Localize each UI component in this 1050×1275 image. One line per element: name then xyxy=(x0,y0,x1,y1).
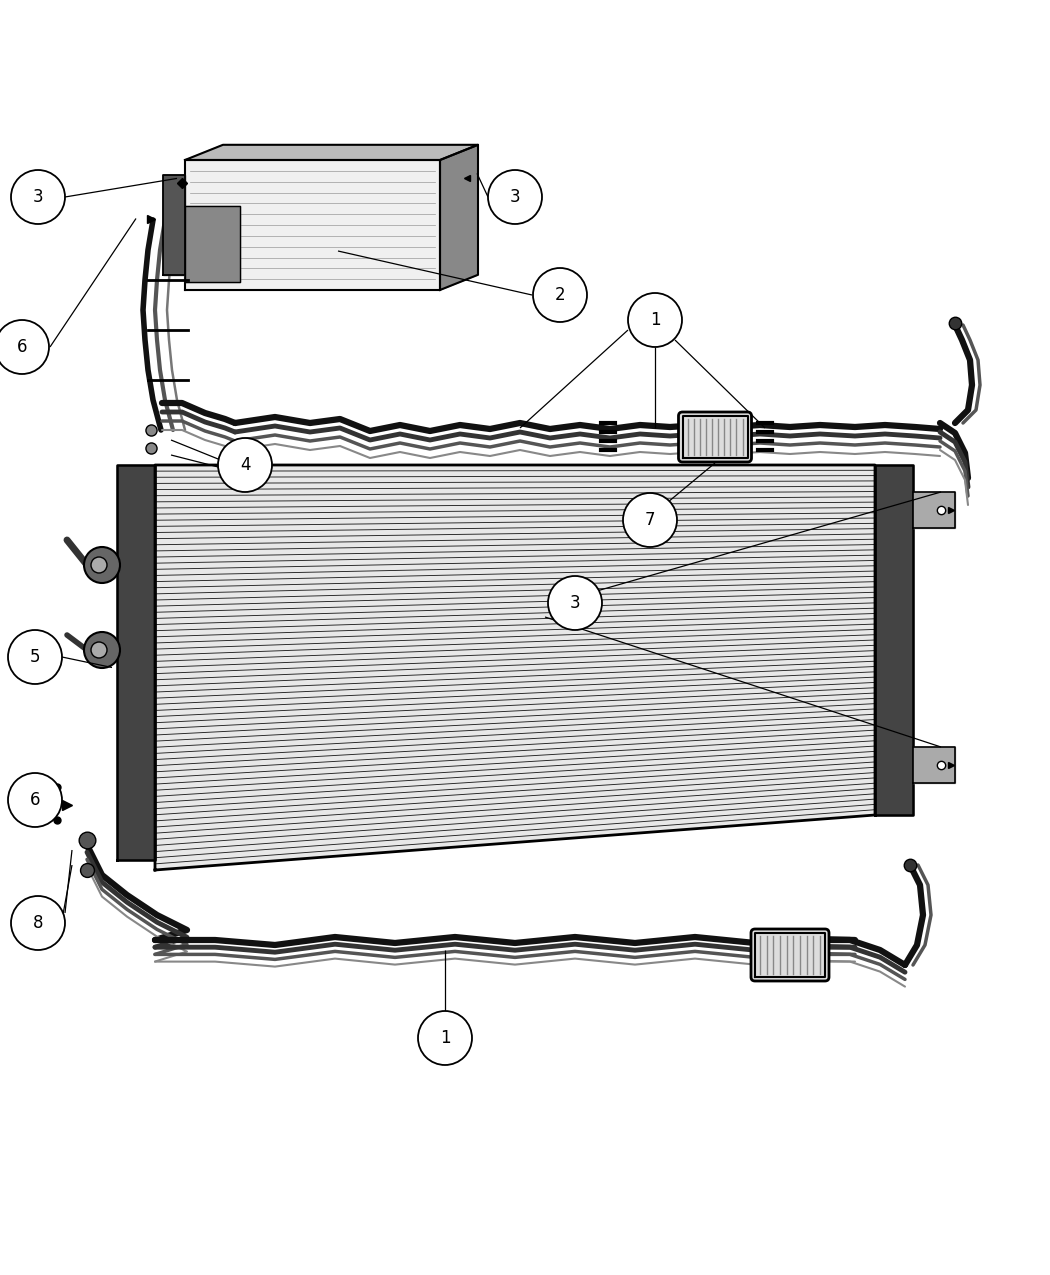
Circle shape xyxy=(0,320,49,374)
Circle shape xyxy=(91,557,107,572)
Circle shape xyxy=(84,632,120,668)
Circle shape xyxy=(10,896,65,950)
Circle shape xyxy=(91,643,107,658)
Text: 7: 7 xyxy=(645,511,655,529)
Circle shape xyxy=(548,576,602,630)
Text: 3: 3 xyxy=(509,187,521,207)
Polygon shape xyxy=(875,465,914,815)
Text: 8: 8 xyxy=(33,914,43,932)
Circle shape xyxy=(623,493,677,547)
Circle shape xyxy=(8,773,62,827)
Circle shape xyxy=(418,1011,472,1065)
Text: 3: 3 xyxy=(570,594,581,612)
Text: 4: 4 xyxy=(239,456,250,474)
Text: 6: 6 xyxy=(17,338,27,356)
Text: 3: 3 xyxy=(33,187,43,207)
Circle shape xyxy=(488,170,542,224)
Polygon shape xyxy=(914,492,956,528)
FancyBboxPatch shape xyxy=(678,412,752,462)
Circle shape xyxy=(10,170,65,224)
Circle shape xyxy=(533,268,587,323)
Circle shape xyxy=(84,547,120,583)
Polygon shape xyxy=(117,465,155,861)
Circle shape xyxy=(628,293,682,347)
Polygon shape xyxy=(155,465,875,870)
Polygon shape xyxy=(914,747,956,783)
Text: 6: 6 xyxy=(29,790,40,810)
Polygon shape xyxy=(185,145,478,159)
Circle shape xyxy=(218,439,272,492)
Polygon shape xyxy=(185,205,240,282)
Text: 1: 1 xyxy=(650,311,660,329)
Text: 1: 1 xyxy=(440,1029,450,1047)
Text: 5: 5 xyxy=(29,648,40,666)
Polygon shape xyxy=(185,159,440,289)
FancyBboxPatch shape xyxy=(751,929,830,980)
Text: 2: 2 xyxy=(554,286,565,303)
Circle shape xyxy=(8,630,62,683)
Polygon shape xyxy=(440,145,478,289)
Polygon shape xyxy=(163,175,185,275)
